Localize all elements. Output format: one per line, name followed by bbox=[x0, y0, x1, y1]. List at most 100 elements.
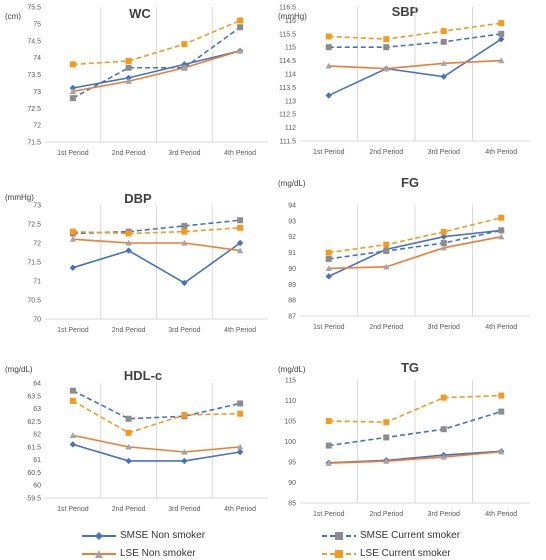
x-tick-label: 1st Period bbox=[57, 506, 89, 513]
legend-label: LSE Non smoker bbox=[120, 548, 196, 559]
data-point-smse-non-smoker bbox=[69, 264, 77, 271]
series-line-lse-non-smoker bbox=[328, 59, 502, 70]
x-tick-label: 3rd Period bbox=[168, 150, 200, 157]
series-line-smse-non-smoker bbox=[328, 229, 502, 278]
data-point-lse-current-smoker bbox=[237, 410, 244, 417]
chart-title: SBP bbox=[392, 4, 419, 19]
y-tick-label: 72.5 bbox=[27, 106, 41, 113]
data-point-smse-current-smoker bbox=[69, 387, 76, 394]
x-tick-label: 3rd Period bbox=[428, 149, 460, 156]
y-tick-label: 70.5 bbox=[27, 298, 41, 305]
data-point-lse-non-smoker bbox=[236, 247, 244, 254]
y-tick-label: 70 bbox=[33, 317, 41, 324]
y-unit-label: (mg/dL) bbox=[278, 179, 306, 188]
data-point-lse-non-smoker bbox=[498, 233, 505, 240]
data-point-lse-non-smoker bbox=[125, 443, 132, 450]
data-point-lse-non-smoker bbox=[325, 265, 332, 272]
legend-label: SMSE Current smoker bbox=[360, 530, 461, 541]
data-point-lse-non-smoker bbox=[325, 62, 332, 69]
legend-item-lse-current-smoker: LSE Current smoker bbox=[322, 548, 451, 559]
y-tick-label: 111.5 bbox=[280, 139, 297, 146]
data-point-smse-non-smoker bbox=[181, 61, 188, 68]
series-line-lse-current-smoker bbox=[72, 400, 241, 434]
data-point-lse-non-smoker bbox=[69, 88, 77, 94]
y-unit-label: (mg/dL) bbox=[278, 365, 306, 374]
data-point-lse-current-smoker bbox=[181, 228, 188, 235]
series-line-smse-current-smoker bbox=[328, 229, 502, 260]
data-point-lse-current-smoker bbox=[69, 397, 76, 404]
series-line-smse-non-smoker bbox=[328, 38, 502, 97]
y-tick-label: 116 bbox=[285, 18, 296, 25]
x-tick-label: 2nd Period bbox=[369, 324, 403, 331]
legend-swatch bbox=[322, 531, 356, 540]
data-point-smse-non-smoker bbox=[236, 239, 244, 247]
y-tick-label: 63.5 bbox=[27, 393, 41, 400]
y-tick-label: 75 bbox=[33, 21, 41, 28]
series-line-smse-non-smoker bbox=[72, 443, 241, 462]
x-tick-label: 4th Period bbox=[485, 149, 517, 156]
x-tick-label: 3rd Period bbox=[428, 511, 460, 518]
data-point-smse-current-smoker bbox=[237, 400, 244, 407]
y-tick-label: 88 bbox=[288, 298, 296, 305]
y-tick-label: 60 bbox=[33, 483, 41, 490]
data-point-lse-non-smoker bbox=[236, 443, 244, 450]
series-line-smse-current-smoker bbox=[72, 26, 241, 99]
series-line-smse-current-smoker bbox=[72, 389, 241, 420]
y-unit-label: (mg/dL) bbox=[5, 365, 33, 374]
y-tick-label: 113 bbox=[285, 98, 296, 105]
series-line-lse-non-smoker bbox=[72, 238, 241, 252]
x-tick-label: 1st Period bbox=[57, 150, 89, 157]
data-point-smse-non-smoker bbox=[236, 448, 244, 456]
legend-swatch bbox=[322, 549, 356, 558]
data-point-lse-non-smoker bbox=[383, 457, 390, 464]
data-point-lse-non-smoker bbox=[383, 65, 390, 72]
legend-swatch bbox=[82, 531, 116, 540]
series-line-lse-current-smoker bbox=[72, 227, 241, 235]
series-line-lse-non-smoker bbox=[328, 235, 502, 270]
chart-title: DBP bbox=[124, 191, 152, 206]
y-tick-label: 115.5 bbox=[279, 31, 296, 38]
y-tick-label: 74 bbox=[33, 55, 41, 62]
y-tick-label: 90 bbox=[288, 266, 296, 273]
series-line-smse-non-smoker bbox=[72, 242, 241, 284]
y-tick-label: 105 bbox=[284, 419, 296, 426]
y-tick-label: 112.5 bbox=[279, 112, 296, 119]
legend-item-smse-current-smoker: SMSE Current smoker bbox=[322, 530, 460, 541]
y-tick-label: 110 bbox=[285, 398, 296, 405]
data-point-lse-current-smoker bbox=[125, 230, 132, 237]
data-point-lse-non-smoker bbox=[125, 78, 132, 84]
data-point-lse-current-smoker bbox=[440, 228, 447, 235]
y-tick-label: 62 bbox=[33, 432, 41, 439]
data-point-lse-non-smoker bbox=[69, 236, 77, 242]
y-unit-label: (mmHg) bbox=[278, 12, 307, 21]
data-point-lse-current-smoker bbox=[383, 419, 390, 426]
data-point-smse-current-smoker bbox=[440, 240, 447, 247]
y-tick-label: 85 bbox=[288, 501, 296, 508]
data-point-lse-current-smoker bbox=[383, 36, 390, 43]
y-tick-label: 61.5 bbox=[27, 444, 41, 451]
series-line-lse-current-smoker bbox=[72, 19, 241, 66]
chart-legend: SMSE Non smoker SMSE Current smoker LSE … bbox=[0, 525, 546, 560]
data-point-smse-non-smoker bbox=[125, 457, 132, 465]
data-point-lse-current-smoker bbox=[69, 61, 76, 68]
x-tick-label: 4th Period bbox=[224, 327, 256, 334]
data-point-smse-non-smoker bbox=[440, 73, 447, 80]
data-point-lse-current-smoker bbox=[440, 28, 447, 35]
x-tick-label: 2nd Period bbox=[112, 506, 146, 513]
chart-panel-wc: WC (cm) 71.5 72 72.5 73 73.5 74 74.5 75 75.5 1st Pe… bbox=[5, 5, 268, 157]
y-tick-label: 62.5 bbox=[27, 419, 41, 426]
legend-label: LSE Current smoker bbox=[360, 548, 451, 559]
y-tick-label: 73 bbox=[33, 89, 41, 96]
data-point-lse-non-smoker bbox=[498, 57, 505, 64]
data-point-lse-non-smoker bbox=[325, 460, 332, 466]
data-point-lse-non-smoker bbox=[440, 60, 447, 66]
data-point-smse-current-smoker bbox=[498, 408, 505, 415]
y-tick-label: 61 bbox=[33, 457, 41, 464]
data-point-lse-current-smoker bbox=[181, 41, 188, 48]
data-point-lse-non-smoker bbox=[181, 64, 188, 71]
y-tick-label: 71.5 bbox=[27, 140, 41, 147]
x-tick-label: 1st Period bbox=[313, 324, 345, 331]
x-tick-label: 4th Period bbox=[224, 506, 256, 513]
y-tick-label: 114 bbox=[285, 72, 296, 79]
y-tick-label: 93 bbox=[288, 218, 296, 225]
